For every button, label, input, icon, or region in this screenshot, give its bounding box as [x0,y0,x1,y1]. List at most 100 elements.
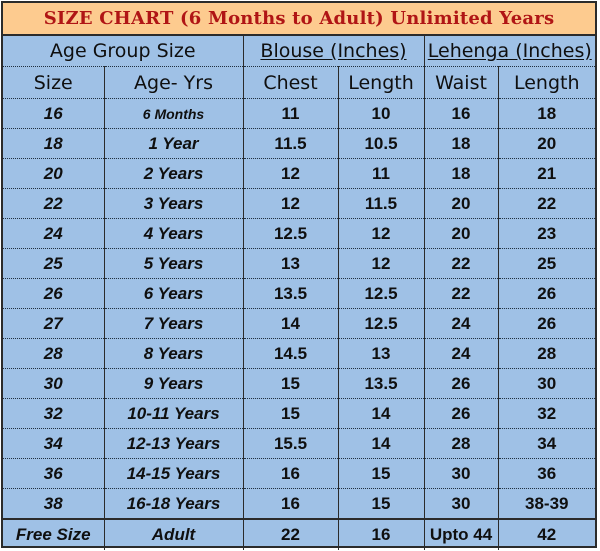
column-header-chest: Chest [243,66,339,99]
waist-cell: 20 [424,218,499,249]
blouse-length-cell: 11 [338,158,425,189]
table-row: 27 7 Years 14 12.5 24 26 [3,308,596,339]
blouse-length-cell: 15 [338,458,425,489]
age-cell: 6 Months [104,98,244,129]
chest-cell: 14.5 [243,338,339,369]
age-cell: 9 Years [104,368,244,399]
waist-cell: 26 [424,368,499,399]
blouse-length-cell: 13.5 [338,368,425,399]
table-row: 28 8 Years 14.5 13 24 28 [3,338,596,369]
blouse-group-header: Blouse (Inches) [243,36,425,67]
lehenga-length-cell: 23 [498,218,596,249]
age-cell: 6 Years [104,278,244,309]
chest-cell: 11 [243,98,339,129]
age-cell: 5 Years [104,248,244,279]
chest-cell: 15 [243,368,339,399]
lehenga-length-cell: 21 [498,158,596,189]
blouse-length-cell: 13 [338,338,425,369]
age-cell: 16-18 Years [104,488,244,520]
size-cell: 26 [3,278,105,309]
table-row: 20 2 Years 12 11 18 21 [3,158,596,189]
age-cell: 7 Years [104,308,244,339]
blouse-length-cell: 12.5 [338,308,425,339]
chest-cell: 15.5 [243,428,339,459]
waist-cell: 22 [424,248,499,279]
table-row: 38 16-18 Years 16 15 30 38-39 [3,488,596,520]
footer-blouse-length-cell: 16 [338,518,425,550]
size-cell: 34 [3,428,105,459]
size-table: Age Group Size Blouse (Inches) Lehenga (… [3,36,596,550]
table-row: 22 3 Years 12 11.5 20 22 [3,188,596,219]
footer-lehenga-length-cell: 42 [498,518,596,550]
waist-cell: 16 [424,98,499,129]
chest-cell: 14 [243,308,339,339]
chest-cell: 11.5 [243,128,339,159]
size-cell: 32 [3,398,105,429]
size-cell: 36 [3,458,105,489]
blouse-length-cell: 15 [338,488,425,520]
size-cell: 24 [3,218,105,249]
table-row: 16 6 Months 11 10 16 18 [3,98,596,129]
column-header-lehenga-length: Length [498,66,596,99]
column-header-blouse-length: Length [338,66,425,99]
chest-cell: 16 [243,488,339,520]
lehenga-length-cell: 25 [498,248,596,279]
chest-cell: 12 [243,158,339,189]
size-cell: 18 [3,128,105,159]
table-row: 30 9 Years 15 13.5 26 30 [3,368,596,399]
lehenga-length-cell: 18 [498,98,596,129]
table-row: 24 4 Years 12.5 12 20 23 [3,218,596,249]
size-cell: 20 [3,158,105,189]
blouse-group-label: Blouse (Inches) [260,40,407,62]
table-row: 18 1 Year 11.5 10.5 18 20 [3,128,596,159]
footer-row: Free Size Adult 22 16 Upto 44 42 [3,518,596,550]
lehenga-length-cell: 20 [498,128,596,159]
group-header-row: Age Group Size Blouse (Inches) Lehenga (… [3,36,596,67]
age-cell: 14-15 Years [104,458,244,489]
size-cell: 27 [3,308,105,339]
lehenga-length-cell: 34 [498,428,596,459]
footer-waist-cell: Upto 44 [424,518,499,550]
waist-cell: 24 [424,338,499,369]
lehenga-length-cell: 32 [498,398,596,429]
lehenga-length-cell: 26 [498,308,596,339]
blouse-length-cell: 12 [338,248,425,279]
waist-cell: 28 [424,428,499,459]
footer-chest-cell: 22 [243,518,339,550]
table-row: 32 10-11 Years 15 14 26 32 [3,398,596,429]
lehenga-length-cell: 26 [498,278,596,309]
age-cell: 10-11 Years [104,398,244,429]
age-cell: 2 Years [104,158,244,189]
blouse-length-cell: 12.5 [338,278,425,309]
column-header-waist: Waist [424,66,499,99]
footer-age-cell: Adult [104,518,244,550]
chest-cell: 15 [243,398,339,429]
size-cell: 25 [3,248,105,279]
table-row: 36 14-15 Years 16 15 30 36 [3,458,596,489]
table-row: 26 6 Years 13.5 12.5 22 26 [3,278,596,309]
waist-cell: 18 [424,128,499,159]
size-cell: 30 [3,368,105,399]
chart-title: SIZE CHART (6 Months to Adult) Unlimited… [3,3,595,36]
waist-cell: 26 [424,398,499,429]
size-cell: 22 [3,188,105,219]
age-group-header: Age Group Size [3,36,244,67]
chest-cell: 16 [243,458,339,489]
age-cell: 1 Year [104,128,244,159]
size-cell: 38 [3,488,105,520]
age-cell: 12-13 Years [104,428,244,459]
lehenga-length-cell: 36 [498,458,596,489]
age-cell: 3 Years [104,188,244,219]
column-header-size: Size [3,66,105,99]
size-cell: 16 [3,98,105,129]
lehenga-length-cell: 22 [498,188,596,219]
table-row: 34 12-13 Years 15.5 14 28 34 [3,428,596,459]
chest-cell: 12.5 [243,218,339,249]
chest-cell: 12 [243,188,339,219]
table-row: 25 5 Years 13 12 22 25 [3,248,596,279]
lehenga-length-cell: 38-39 [498,488,596,520]
blouse-length-cell: 14 [338,428,425,459]
waist-cell: 22 [424,278,499,309]
column-header-row: Size Age- Yrs Chest Length Waist Length [3,66,596,99]
